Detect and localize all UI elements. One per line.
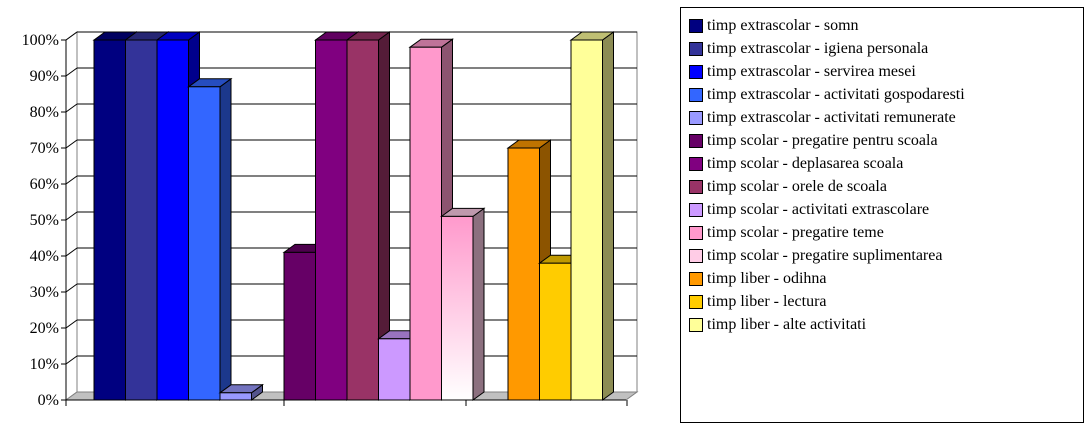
gridline-side (65, 247, 78, 257)
legend-item: timp extrascolar - activitati gospodares… (689, 83, 1083, 106)
bar (506, 139, 553, 401)
legend-label: timp scolar - orele de scoala (707, 177, 887, 195)
legend-label: timp extrascolar - servirea mesei (707, 62, 916, 80)
bar (218, 383, 265, 401)
chart: 0% 10% 20% 30% 40% 50% 60% 70% 80% 90% 100% (22, 31, 639, 409)
legend-label: timp scolar - pregatire suplimentarea (707, 246, 943, 264)
bar-side (219, 77, 232, 401)
gridline-side (65, 175, 78, 185)
legend-label: timp extrascolar - activitati remunerate (707, 108, 956, 126)
legend-label: timp scolar - deplasarea scoala (707, 154, 904, 172)
legend-item: timp scolar - pregatire teme (689, 221, 1083, 244)
legend-label: timp liber - lectura (707, 292, 827, 310)
legend-label: timp liber - alte activitati (707, 315, 867, 333)
y-tick-label: 100% (22, 32, 59, 49)
gridline-side (65, 319, 78, 329)
bar-front (156, 39, 189, 401)
legend-swatch (689, 271, 703, 286)
legend-swatch (689, 179, 703, 194)
bar (569, 31, 616, 401)
bar-front (570, 39, 603, 401)
legend-swatch (689, 18, 703, 33)
legend-swatch (689, 41, 703, 56)
bar-front (125, 39, 158, 401)
legend-item: timp liber - odihna (689, 267, 1083, 290)
y-tick-label: 90% (30, 68, 59, 85)
y-tick-label: 80% (30, 104, 59, 121)
bar-front (507, 147, 540, 401)
legend-label: timp extrascolar - somn (707, 16, 859, 34)
bar-front (441, 215, 474, 401)
legend-item: timp liber - lectura (689, 290, 1083, 313)
legend-item: timp extrascolar - somn (689, 14, 1083, 37)
bar (186, 77, 233, 401)
legend-label: timp scolar - pregatire pentru scoala (707, 131, 938, 149)
legend-swatch (689, 202, 703, 217)
legend-label: timp scolar - activitati extrascolare (707, 200, 930, 218)
gridline-side (65, 139, 78, 149)
bar-front (378, 338, 411, 401)
bar-front (409, 46, 442, 401)
y-tick-label: 60% (30, 176, 59, 193)
legend-item: timp scolar - activitati extrascolare (689, 198, 1083, 221)
gridline-side (65, 31, 78, 41)
bar-side (472, 207, 485, 401)
y-tick-label: 20% (30, 320, 59, 337)
legend: timp extrascolar - somn timp extrascolar … (680, 7, 1084, 423)
legend-swatch (689, 110, 703, 125)
legend-item: timp scolar - pregatire suplimentarea (689, 244, 1083, 267)
legend-item: timp scolar - orele de scoala (689, 175, 1083, 198)
bar (439, 207, 486, 401)
bar-front (93, 39, 126, 401)
legend-swatch (689, 87, 703, 102)
y-tick-label: 0% (38, 392, 59, 409)
legend-item: timp extrascolar - servirea mesei (689, 60, 1083, 83)
bar-front (539, 262, 572, 401)
legend-item: timp scolar - deplasarea scoala (689, 152, 1083, 175)
legend-swatch (689, 156, 703, 171)
gridline-side (65, 355, 78, 365)
gridline-side (65, 67, 78, 77)
bar-front (219, 392, 252, 401)
legend-item: timp extrascolar - igiena personala (689, 37, 1083, 60)
legend-swatch (689, 294, 703, 309)
bar-side (602, 31, 614, 401)
gridline-side (65, 103, 78, 113)
legend-label: timp scolar - pregatire teme (707, 223, 884, 241)
y-tick-label: 70% (30, 140, 59, 157)
y-tick-label: 50% (30, 212, 59, 229)
y-tick-label: 30% (30, 284, 59, 301)
gridline-side (65, 283, 78, 293)
legend-swatch (689, 133, 703, 148)
bar-front (188, 86, 221, 401)
legend-label: timp extrascolar - activitati gospodares… (707, 85, 965, 103)
legend-swatch (689, 317, 703, 332)
bar-front (315, 39, 348, 401)
legend-item: timp liber - alte activitati (689, 313, 1083, 336)
legend-swatch (689, 248, 703, 263)
legend-swatch (689, 64, 703, 79)
bar-front (283, 251, 316, 401)
y-tick-label: 10% (30, 356, 59, 373)
legend-label: timp liber - odihna (707, 269, 827, 287)
legend-item: timp extrascolar - activitati remunerate (689, 106, 1083, 129)
bar-front (346, 39, 379, 401)
legend-item: timp scolar - pregatire pentru scoala (689, 129, 1083, 152)
legend-label: timp extrascolar - igiena personala (707, 39, 929, 57)
legend-swatch (689, 225, 703, 240)
gridline-side (65, 211, 78, 221)
y-tick-label: 40% (30, 248, 59, 265)
bar (345, 31, 392, 401)
